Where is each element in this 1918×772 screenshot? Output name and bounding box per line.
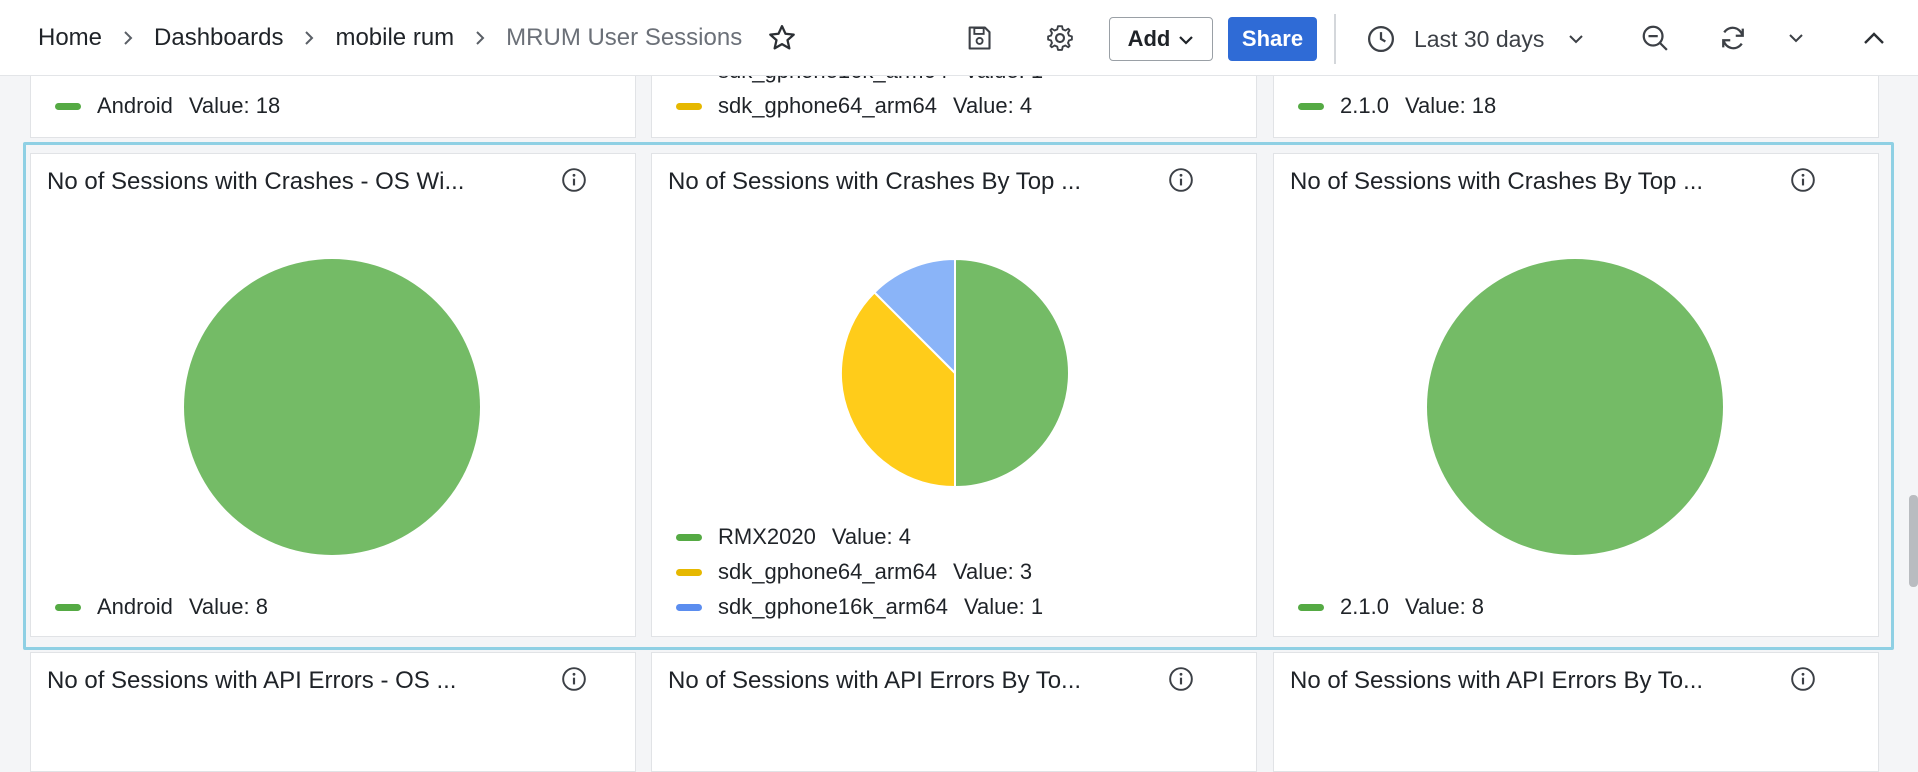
legend-swatch (676, 603, 702, 611)
collapse-chevron-up-icon[interactable] (1855, 19, 1893, 57)
legend-label: Android (97, 594, 173, 619)
pie-chart (184, 259, 480, 555)
page-title: MRUM User Sessions (506, 24, 743, 51)
pie-slice-sdk-gphone64-arm64[interactable] (840, 290, 956, 489)
legend-item: Android Value: 18 (55, 93, 280, 119)
legend-value: Value: 8 (1404, 594, 1485, 619)
panel-title: No of Sessions with API Errors By To... (668, 667, 1082, 694)
clock-icon (1366, 24, 1396, 54)
time-range-picker[interactable]: Last 30 days (1366, 17, 1584, 61)
legend-label: Android (97, 93, 173, 118)
legend-value: Value: 18 (188, 93, 281, 118)
legend-swatch (1298, 102, 1324, 110)
legend-swatch (676, 533, 702, 541)
panel-title: No of Sessions with API Errors - OS ... (47, 667, 457, 694)
legend-swatch (1298, 603, 1324, 611)
legend-value: Value: 4 (831, 524, 911, 549)
pie-slice-android[interactable] (184, 259, 480, 555)
crashes-device-panel: No of Sessions with Crashes By Top ... R… (651, 153, 1257, 637)
legend-value: Value: 18 (1404, 93, 1497, 118)
info-icon[interactable] (1168, 666, 1194, 692)
legend-value: Value: 4 (952, 93, 1033, 118)
panel-title: No of Sessions with Crashes - OS Wi... (47, 168, 465, 195)
pie-slice-2-1-0[interactable] (1427, 259, 1723, 555)
legend-label: sdk_gphone64_arm64 (718, 93, 937, 118)
gear-icon[interactable] (1041, 19, 1079, 57)
chevron-right-icon (474, 30, 486, 46)
legend-label: sdk_gphone64_arm64 (718, 559, 937, 584)
share-button[interactable]: Share (1228, 17, 1317, 61)
breadcrumb-mobile-rum[interactable]: mobile rum (335, 24, 455, 51)
info-icon[interactable] (561, 167, 587, 193)
breadcrumb-dashboards[interactable]: Dashboards (154, 24, 284, 51)
dashboard-header: Home Dashboards mobile rum MRUM User Ses… (0, 0, 1918, 76)
legend-swatch (55, 102, 81, 110)
legend-label: 2.1.0 (1340, 93, 1389, 118)
pie-slice-rmx2020[interactable] (954, 257, 1070, 489)
info-icon[interactable] (1168, 167, 1194, 193)
info-icon[interactable] (561, 666, 587, 692)
save-icon[interactable] (960, 19, 998, 57)
star-icon[interactable] (763, 19, 801, 57)
chevron-right-icon (303, 30, 315, 46)
legend-item: 2.1.0 Value: 18 (1298, 93, 1496, 119)
crashes-os-panel: No of Sessions with Crashes - OS Wi... A… (30, 153, 636, 637)
pie-chart (1427, 259, 1723, 555)
legend-item: 2.1.0 Value: 8 (1298, 594, 1484, 620)
legend-swatch (676, 568, 702, 576)
chevron-right-icon (122, 30, 134, 46)
pie-chart (840, 257, 1070, 489)
info-icon[interactable] (1790, 666, 1816, 692)
add-button-label: Add (1127, 26, 1171, 51)
legend-value: Value: 3 (952, 559, 1033, 584)
legend-swatch (55, 603, 81, 611)
panel-title: No of Sessions with Crashes By Top ... (668, 168, 1082, 195)
legend-label: 2.1.0 (1340, 594, 1389, 619)
add-button[interactable]: Add (1109, 17, 1213, 61)
breadcrumb-home[interactable]: Home (38, 24, 103, 51)
legend-item: sdk_gphone64_arm64 Value: 4 (676, 93, 1032, 119)
chevron-down-icon (1568, 33, 1584, 45)
api-errors-device-panel: No of Sessions with API Errors By To... (651, 652, 1257, 772)
time-range-label: Last 30 days (1414, 25, 1545, 52)
legend-value: Value: 1 (963, 594, 1044, 619)
toolbar-divider (1334, 14, 1336, 64)
zoom-out-icon[interactable] (1636, 19, 1674, 57)
legend-item: Android Value: 8 (55, 594, 268, 620)
pie-slice-sdk-gphone16k-arm64[interactable] (872, 257, 956, 376)
chevron-down-icon (1178, 26, 1194, 52)
crashes-version-panel: No of Sessions with Crashes By Top ... 2… (1273, 153, 1879, 637)
scrollbar-thumb[interactable] (1909, 495, 1918, 587)
legend-item: RMX2020 Value: 4 (676, 524, 911, 550)
info-icon[interactable] (1790, 167, 1816, 193)
refresh-options-chevron-icon[interactable] (1777, 19, 1815, 57)
panel-title: No of Sessions with Crashes By Top ... (1290, 168, 1704, 195)
legend-item: sdk_gphone16k_arm64 Value: 1 (676, 594, 1043, 620)
breadcrumb: Home Dashboards mobile rum MRUM User Ses… (38, 0, 742, 76)
api-errors-version-panel: No of Sessions with API Errors By To... (1273, 652, 1879, 772)
legend-value: Value: 8 (188, 594, 268, 619)
legend-item: sdk_gphone64_arm64 Value: 3 (676, 559, 1032, 585)
legend-label: RMX2020 (718, 524, 816, 549)
api-errors-os-panel: No of Sessions with API Errors - OS ... (30, 652, 636, 772)
panel-title: No of Sessions with API Errors By To... (1290, 667, 1704, 694)
legend-swatch (676, 102, 702, 110)
refresh-icon[interactable] (1714, 19, 1752, 57)
legend-label: sdk_gphone16k_arm64 (718, 594, 948, 619)
